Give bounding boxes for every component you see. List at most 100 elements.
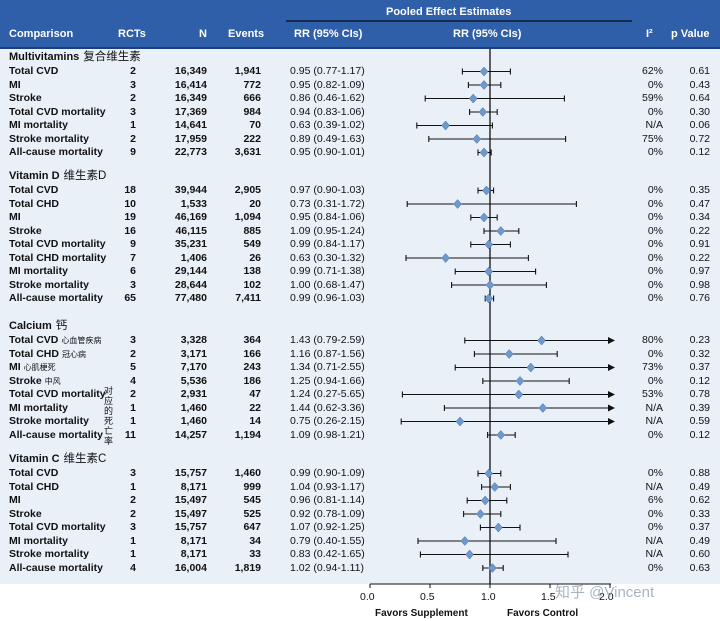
row-i2: 0% bbox=[647, 105, 663, 118]
group-heading: Vitamin C 维生素C bbox=[9, 452, 106, 466]
row-n: 3,328 bbox=[180, 334, 207, 346]
row-events: 20 bbox=[249, 197, 261, 210]
table-row: Total CHD 10 1,533 20 0.73 (0.31-1.72) 0% 0.47 bbox=[0, 198, 720, 212]
row-n: 35,231 bbox=[174, 238, 207, 250]
row-rr-text: 0.75 (0.26-2.15) bbox=[290, 415, 365, 427]
row-label: MI bbox=[9, 78, 21, 91]
row-i2: N/A bbox=[645, 401, 663, 414]
point-estimate bbox=[460, 536, 470, 546]
row-label: Stroke mortality bbox=[9, 548, 89, 560]
row-p: 0.98 bbox=[689, 278, 710, 291]
point-estimate bbox=[441, 120, 450, 131]
row-label: Stroke bbox=[9, 224, 42, 237]
row-n: 16,004 bbox=[174, 561, 207, 574]
row-events: 14 bbox=[249, 415, 261, 427]
row-label: MI mortality bbox=[9, 534, 68, 547]
row-i2: 0% bbox=[647, 211, 663, 223]
row-p: 0.12 bbox=[689, 428, 710, 441]
row-rcts: 2 bbox=[130, 92, 136, 104]
watermark: 知乎 @Vincent bbox=[555, 584, 655, 601]
row-label: All-cause mortality bbox=[9, 561, 103, 574]
row-p: 0.33 bbox=[689, 507, 710, 520]
table-row: Stroke mortality 3 28,644 102 1.00 (0.68-1.4… bbox=[0, 279, 720, 293]
row-rr-text: 1.07 (0.92-1.25) bbox=[290, 521, 365, 533]
row-n: 1,406 bbox=[180, 251, 207, 264]
row-label: All-cause mortality bbox=[9, 292, 103, 304]
row-i2: 0% bbox=[647, 428, 663, 441]
xtick-label: 0.0 bbox=[360, 591, 375, 603]
point-estimate bbox=[494, 522, 503, 533]
row-p: 0.78 bbox=[689, 388, 710, 400]
row-rr-text: 1.09 (0.95-1.24) bbox=[290, 224, 365, 237]
row-p: 0.12 bbox=[689, 146, 710, 158]
chart-footer bbox=[0, 584, 720, 621]
row-label: Total CHD bbox=[9, 197, 59, 210]
group-name: Vitamin C bbox=[9, 453, 60, 465]
row-label: Stroke mortality bbox=[9, 415, 89, 427]
row-label: Total CHD 冠心病 bbox=[9, 347, 86, 360]
row-p: 0.43 bbox=[689, 78, 710, 91]
row-rcts: 2 bbox=[130, 132, 136, 145]
row-i2: 0% bbox=[647, 251, 663, 264]
row-rcts: 3 bbox=[130, 105, 136, 118]
row-events: 1,460 bbox=[234, 467, 261, 479]
xtick-label: 1.5 bbox=[541, 591, 556, 603]
row-rcts: 3 bbox=[130, 278, 136, 291]
row-label: Total CHD mortality bbox=[9, 251, 107, 264]
row-p: 0.62 bbox=[689, 494, 710, 506]
row-n: 15,497 bbox=[174, 494, 207, 506]
row-label: Total CVD bbox=[9, 467, 59, 479]
row-n: 3,171 bbox=[180, 347, 207, 360]
row-events: 34 bbox=[249, 534, 261, 547]
row-label: Total CVD bbox=[9, 65, 59, 77]
row-p: 0.34 bbox=[689, 211, 710, 223]
row-label-zh: 冠心病 bbox=[61, 349, 86, 359]
row-label-zh: 心肌梗死 bbox=[23, 363, 56, 372]
row-n: 17,959 bbox=[174, 132, 207, 145]
row-rcts: 2 bbox=[130, 507, 136, 520]
row-i2: N/A bbox=[645, 415, 663, 427]
row-i2: 0% bbox=[647, 224, 663, 237]
table-row: MI mortality 6 29,144 138 0.99 (0.71-1.38) 0%… bbox=[0, 265, 720, 279]
point-estimate bbox=[496, 430, 506, 440]
row-n: 7,170 bbox=[180, 361, 207, 373]
table-row: MI mortality 1 8,171 34 0.79 (0.40-1.55) N/A 0… bbox=[0, 535, 720, 549]
table-row: Total CVD mortality 9 35,231 549 0.99 (0.84-… bbox=[0, 238, 720, 252]
point-estimate bbox=[482, 185, 491, 196]
row-events: 885 bbox=[243, 224, 261, 237]
row-p: 0.91 bbox=[689, 238, 710, 250]
row-rr-text: 1.43 (0.79-2.59) bbox=[290, 334, 365, 346]
row-events: 47 bbox=[249, 388, 261, 400]
row-rcts: 1 bbox=[130, 548, 136, 560]
row-rr-text: 1.25 (0.94-1.66) bbox=[290, 374, 365, 387]
table-row: All-cause mortality 9 22,773 3,631 0.95 (0.9… bbox=[0, 146, 720, 160]
row-n: 8,171 bbox=[180, 548, 207, 560]
row-p: 0.59 bbox=[689, 415, 710, 427]
row-n: 8,171 bbox=[180, 480, 207, 493]
row-i2: 73% bbox=[641, 361, 663, 373]
table-row: Stroke 16 46,115 885 1.09 (0.95-1.24) 0% 0.22 bbox=[0, 225, 720, 239]
row-i2: N/A bbox=[645, 480, 663, 493]
point-estimate bbox=[479, 66, 489, 77]
group-heading: Vitamin D 维生素D bbox=[9, 169, 106, 183]
row-i2: N/A bbox=[645, 534, 663, 547]
table-row: Total CHD 1 8,171 999 1.04 (0.93-1.17) N/A 0.4… bbox=[0, 481, 720, 495]
row-i2: 0% bbox=[647, 238, 663, 250]
row-label: Stroke mortality bbox=[9, 132, 89, 145]
row-p: 0.61 bbox=[689, 65, 710, 77]
row-rcts: 1 bbox=[130, 119, 136, 131]
row-rcts: 9 bbox=[130, 146, 136, 158]
group-name: Calcium bbox=[9, 320, 52, 332]
row-label: Total CVD mortality bbox=[9, 105, 106, 118]
row-rcts: 3 bbox=[130, 334, 136, 346]
table-row: Total CVD 心血管疾病 3 3,328 364 1.43 (0.79-2.59) 8… bbox=[0, 334, 720, 348]
table-body bbox=[0, 47, 720, 584]
row-i2: 0% bbox=[647, 146, 663, 158]
table-row: Total CVD 2 16,349 1,941 0.95 (0.77-1.17) 62%… bbox=[0, 65, 720, 79]
row-events: 33 bbox=[249, 548, 261, 560]
row-p: 0.12 bbox=[689, 374, 710, 387]
row-rr-text: 0.83 (0.42-1.65) bbox=[290, 548, 365, 560]
point-estimate bbox=[455, 416, 465, 427]
group-heading: Calcium 钙 bbox=[9, 319, 67, 333]
row-rcts: 2 bbox=[130, 347, 136, 360]
